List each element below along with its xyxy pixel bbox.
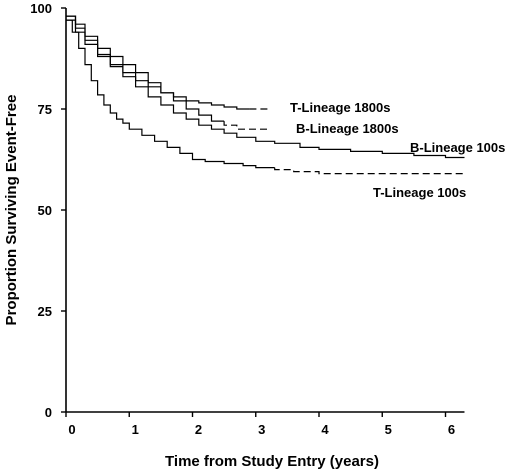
y-tick-label: 100 — [30, 1, 52, 16]
y-tick-label: 75 — [38, 102, 52, 117]
x-axis-title: Time from Study Entry (years) — [165, 453, 379, 470]
t-lineage-100s-curve-dashed — [274, 167, 465, 175]
b-lineage-1800s-label: B-Lineage 1800s — [296, 121, 399, 136]
y-tick-label: 25 — [38, 304, 52, 319]
x-tick-label: 0 — [68, 422, 75, 437]
y-axis-title: Proportion Surviving Event-Free — [3, 95, 20, 326]
y-tick-label: 50 — [38, 203, 52, 218]
x-tick-label: 2 — [195, 422, 202, 437]
b-lineage-100s-curve — [66, 19, 465, 159]
x-tick-label: 4 — [321, 422, 329, 437]
b-lineage-1800s-curve — [66, 15, 225, 122]
x-tick-label: 3 — [258, 422, 265, 437]
t-lineage-100s-label: T-Lineage 100s — [373, 185, 466, 200]
t-lineage-100s-curve — [66, 19, 275, 169]
t-lineage-1800s-curve — [66, 15, 250, 110]
x-tick-label: 5 — [385, 422, 392, 437]
t-lineage-1800s-label: T-Lineage 1800s — [290, 100, 390, 115]
b-lineage-100s-label: B-Lineage 100s — [410, 140, 505, 155]
series-labels: T-Lineage 1800s B-Lineage 1800s B-Lineage … — [290, 100, 505, 200]
x-tick-label: 6 — [448, 422, 455, 437]
series-group — [66, 15, 465, 175]
b-lineage-1800s-curve-dashed — [223, 121, 269, 130]
axes: 0 1 2 3 4 5 6 0 25 50 75 100 — [30, 1, 465, 437]
x-tick-label: 1 — [132, 422, 139, 437]
y-tick-label: 0 — [45, 405, 52, 420]
